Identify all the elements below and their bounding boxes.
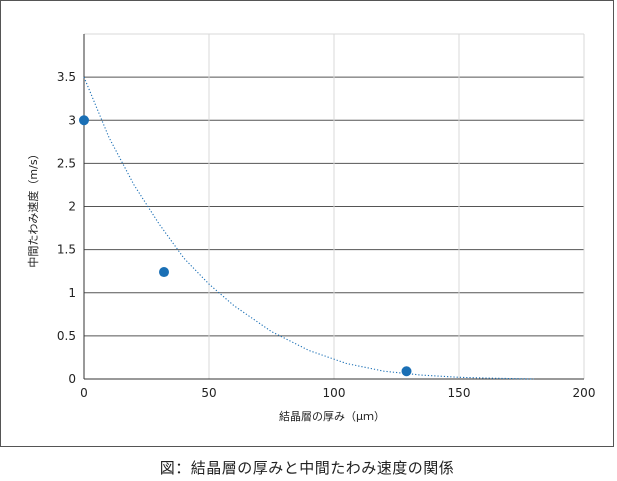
y-tick-label: 2 <box>68 200 76 214</box>
x-tick-label: 0 <box>80 386 88 400</box>
trendline <box>83 76 535 380</box>
y-axis-title: 中間たわみ速度（m/s） <box>26 148 40 267</box>
data-points <box>79 115 412 377</box>
y-tick-label: 3 <box>68 113 76 127</box>
data-point <box>159 267 169 278</box>
y-tick-label: 0 <box>68 372 76 386</box>
x-tick-labels: 0 50 100 150 200 <box>80 386 595 400</box>
chart: 0 50 100 150 200 0 0.5 1 1.5 2 2.5 3 3.5 結晶層の厚み（μｍ）… <box>26 33 595 423</box>
axes <box>83 34 584 380</box>
trendline-path <box>83 76 535 380</box>
y-tick-label: 3.5 <box>57 70 76 84</box>
y-tick-label: 0.5 <box>57 329 76 343</box>
figure-frame: 0 50 100 150 200 0 0.5 1 1.5 2 2.5 3 3.5 結晶層の厚み（μｍ）… <box>0 0 614 447</box>
y-tick-label: 1.5 <box>57 243 76 257</box>
x-tick-label: 200 <box>573 386 596 400</box>
y-tick-label: 2.5 <box>57 156 76 170</box>
grid <box>84 33 585 379</box>
x-tick-label: 150 <box>448 386 471 400</box>
y-tick-label: 1 <box>68 286 76 300</box>
y-tick-labels: 0 0.5 1 1.5 2 2.5 3 3.5 <box>57 70 76 386</box>
x-tick-label: 50 <box>201 386 216 400</box>
data-point <box>401 366 412 377</box>
data-point <box>79 115 89 126</box>
figure-caption: 図：結晶層の厚みと中間たわみ速度の関係 <box>159 459 455 477</box>
x-tick-label: 100 <box>323 386 346 400</box>
x-axis-title: 結晶層の厚み（μｍ） <box>279 409 385 423</box>
